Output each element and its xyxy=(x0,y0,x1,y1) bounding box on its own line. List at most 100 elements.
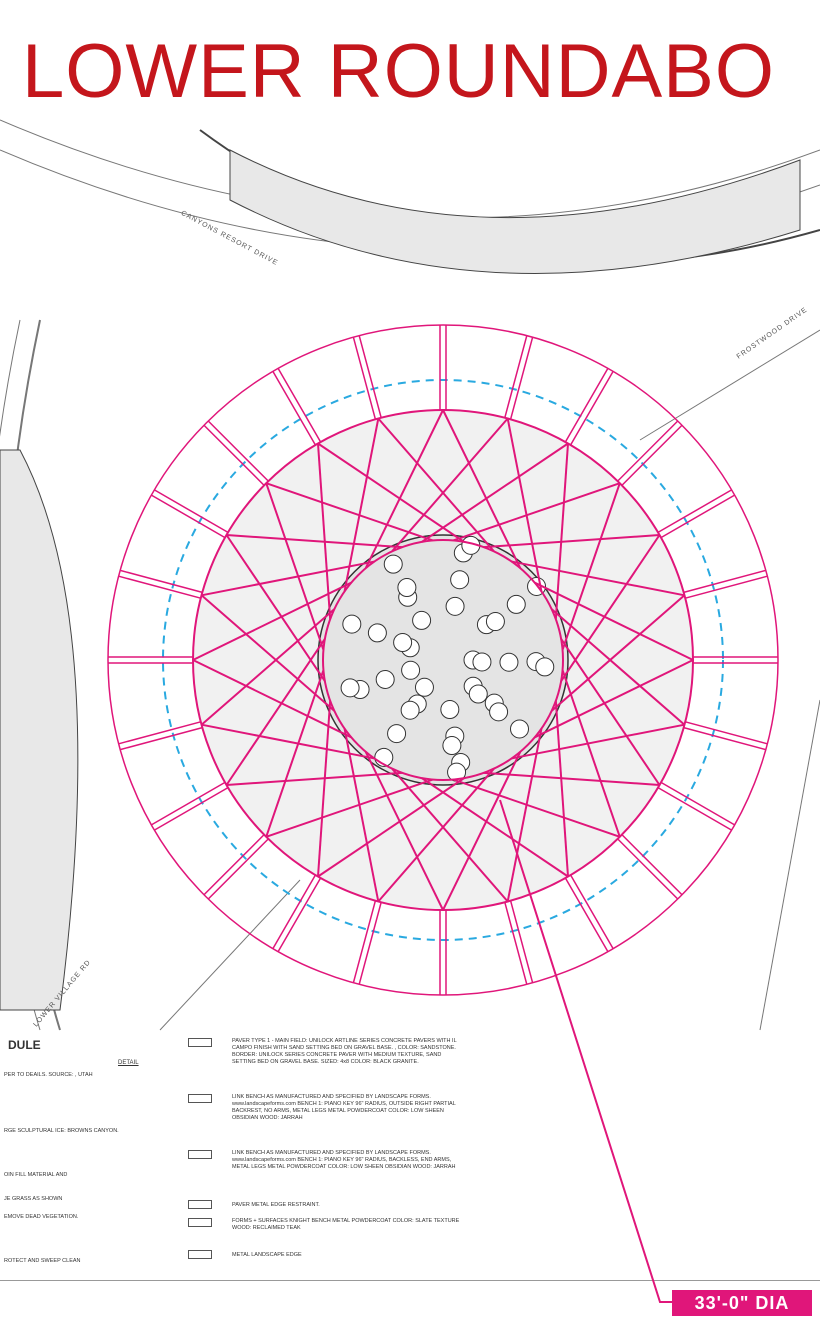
plant-symbol xyxy=(510,719,530,739)
star-chord xyxy=(265,669,325,838)
spoke xyxy=(569,874,614,949)
plant-symbol xyxy=(472,652,492,672)
spoke xyxy=(154,786,229,831)
spoke xyxy=(685,721,768,745)
plant-symbol xyxy=(489,702,509,722)
spoke xyxy=(683,726,766,751)
star-chord xyxy=(554,443,569,620)
spoke xyxy=(120,726,203,751)
plant-symbol xyxy=(485,612,505,632)
note: EMOVE DEAD VEGETATION. xyxy=(4,1214,79,1220)
code-box xyxy=(188,1150,212,1159)
spoke xyxy=(358,335,382,418)
star-chord xyxy=(452,482,621,542)
star-chord xyxy=(506,418,543,592)
spoke xyxy=(272,874,317,949)
plant-symbol xyxy=(440,700,460,720)
spoke xyxy=(151,494,226,539)
roundabout xyxy=(107,324,779,996)
spoke xyxy=(564,368,609,443)
plant-symbol xyxy=(450,570,470,590)
star-chord xyxy=(225,534,326,682)
star-chord xyxy=(551,594,686,712)
star-chord xyxy=(265,482,325,651)
planting-center xyxy=(317,534,569,786)
road-edge xyxy=(759,699,820,1031)
star-chord xyxy=(317,442,465,543)
star-chord xyxy=(377,417,495,552)
star-chord xyxy=(343,418,380,592)
star-chord xyxy=(377,768,495,903)
code-box xyxy=(188,1250,212,1259)
star-chord xyxy=(483,771,660,786)
star-chord xyxy=(200,608,335,726)
star-chord xyxy=(317,443,332,620)
dimension-callout: 33'-0" DIA xyxy=(672,1290,812,1316)
schedule-item: LINK BENCH AS MANUFACTURED AND SPECIFIED… xyxy=(232,1150,456,1170)
spoke xyxy=(657,489,732,534)
star-chord xyxy=(317,700,332,877)
star-chord xyxy=(364,751,444,911)
spoke xyxy=(504,335,528,418)
star-chord xyxy=(192,581,352,661)
code-box xyxy=(188,1038,212,1047)
plant-symbol xyxy=(468,684,488,704)
spoke xyxy=(151,781,226,826)
star-chord xyxy=(511,560,685,597)
code-box xyxy=(188,1094,212,1103)
star-chord xyxy=(201,560,375,597)
plant-symbol xyxy=(367,623,387,643)
schedule-item: FORMS + SURFACES KNIGHT BENCH METAL POWD… xyxy=(232,1218,460,1231)
star-chord xyxy=(192,659,352,739)
schedule-item: PAVER METAL EDGE RESTRAINT. xyxy=(232,1202,320,1208)
star-chord xyxy=(511,723,685,760)
divider xyxy=(0,1280,820,1281)
plant-symbol xyxy=(445,596,465,616)
spoke xyxy=(358,902,382,985)
planting-bed xyxy=(229,149,801,274)
plant-symbol xyxy=(412,610,432,630)
star-chord xyxy=(551,608,686,726)
star-chord xyxy=(442,751,522,911)
star-chord xyxy=(391,417,509,552)
code-box xyxy=(188,1200,212,1209)
spoke xyxy=(509,900,534,983)
road-edge xyxy=(159,879,301,1031)
planting-bed xyxy=(0,449,79,1011)
clear-zone xyxy=(162,379,724,941)
spoke xyxy=(277,368,322,443)
spoke xyxy=(154,489,229,534)
spoke xyxy=(277,877,322,952)
star-chord xyxy=(560,638,661,786)
spoke xyxy=(621,834,683,896)
spoke xyxy=(352,337,377,420)
spoke xyxy=(621,424,683,486)
star-chord xyxy=(200,594,335,712)
spoke xyxy=(685,575,768,599)
star-chord xyxy=(442,409,522,569)
star-chord xyxy=(265,778,434,838)
core-ring xyxy=(322,539,564,781)
plant-symbol xyxy=(397,577,417,597)
plant-symbol xyxy=(387,724,407,744)
spoke xyxy=(617,838,679,900)
star-chord xyxy=(421,442,569,543)
note: OIN FILL MATERIAL AND xyxy=(4,1172,68,1178)
schedule-item: PAVER TYPE 1 - MAIN FIELD: UNILOCK ARTLI… xyxy=(232,1038,457,1065)
star-chord xyxy=(560,534,661,682)
spoke xyxy=(564,877,609,952)
plant-symbol xyxy=(342,614,362,634)
road-edge xyxy=(639,329,820,441)
outer-ring xyxy=(107,324,779,996)
spoke xyxy=(272,371,317,446)
title: LOWER ROUNDABO xyxy=(22,29,775,114)
plant-symbol xyxy=(375,669,395,689)
plant-symbol xyxy=(506,594,526,614)
star-chord xyxy=(226,771,403,786)
star-chord xyxy=(534,581,694,661)
star-chord xyxy=(343,728,380,902)
plant-symbol xyxy=(400,700,420,720)
spoke xyxy=(203,424,265,486)
code-box xyxy=(188,1218,212,1227)
